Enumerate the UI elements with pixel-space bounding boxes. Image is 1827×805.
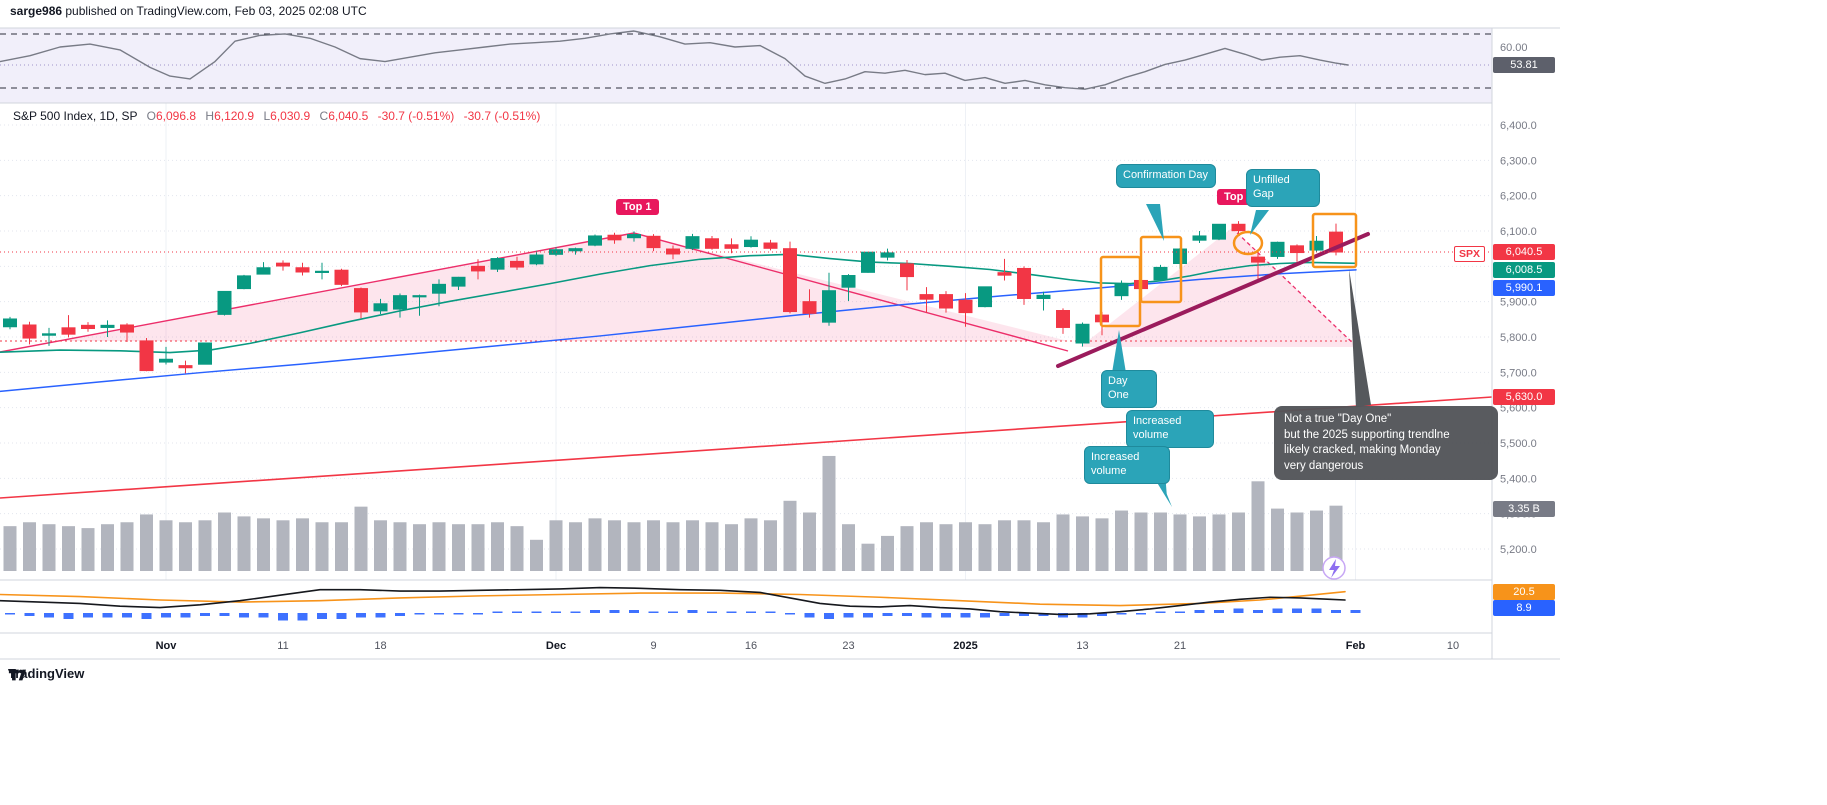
ma-fast-badge: 6,008.5 <box>1493 262 1555 278</box>
ma-slow-badge: 5,990.1 <box>1493 280 1555 296</box>
rsi-pane <box>0 28 1492 103</box>
price-gridlines <box>0 103 1492 580</box>
volume-total-badge: 3.35 B <box>1493 501 1555 517</box>
low-label: L <box>263 109 271 123</box>
unfilled-gap-callout[interactable]: Unfilled Gap <box>1246 169 1320 207</box>
day-one-callout[interactable]: Day One <box>1101 370 1157 408</box>
axis-label: 5,800.0 <box>1500 332 1537 344</box>
close-label: C <box>319 109 329 123</box>
indicator-blue-badge: 8.9 <box>1493 600 1555 616</box>
axis-label: 5,500.0 <box>1500 438 1537 450</box>
publish-info: published on TradingView.com, Feb 03, 20… <box>62 4 367 18</box>
change-value: -30.7 (-0.51%) <box>377 109 455 123</box>
axis-label: 13 <box>1076 640 1088 652</box>
axis-label: 16 <box>745 640 757 652</box>
confirmation-day-callout[interactable]: Confirmation Day <box>1116 164 1216 188</box>
axis-label: 5,900.0 <box>1500 297 1537 309</box>
chart-canvas[interactable]: 6,400.06,300.06,200.06,100.06,000.05,900… <box>0 0 1560 700</box>
axis-label: 5,600.0 <box>1500 403 1537 415</box>
lower-indicator-pane <box>0 586 1361 621</box>
axis-label: 9 <box>650 640 656 652</box>
low-value: 6,030.9 <box>270 109 311 123</box>
rsi-value-badge: 53.81 <box>1493 57 1555 73</box>
tradingview-logo-icon <box>8 669 26 681</box>
support-trendline-2025[interactable] <box>1056 232 1370 368</box>
pane-separators <box>0 27 1560 660</box>
tradingview-logo-text: TradingView <box>8 666 85 681</box>
increased-volume-callout-2[interactable]: Increased volume <box>1084 446 1170 484</box>
last-price-badge: 6,040.5 <box>1493 244 1555 260</box>
close-value: 6,040.5 <box>328 109 369 123</box>
symbol-info-row: S&P 500 Index, 1D, SP O6,096.8 H6,120.9 … <box>13 109 540 123</box>
high-value: 6,120.9 <box>214 109 255 123</box>
axis-label: 6,100.0 <box>1500 226 1537 238</box>
top1-label[interactable]: Top 1 <box>616 199 659 215</box>
session-change-value: -30.7 (-0.51%) <box>463 109 541 123</box>
time-axis[interactable]: Nov 11 18 Dec 9 16 23 2025 13 21 Feb 10 <box>156 640 1460 652</box>
axis-label: 5,700.0 <box>1500 367 1537 379</box>
axis-label: 10 <box>1447 640 1459 652</box>
analysis-note-callout[interactable]: Not a true "Day One" but the 2025 suppor… <box>1274 406 1498 481</box>
axis-label: Feb <box>1346 640 1366 652</box>
axis-label: 21 <box>1174 640 1186 652</box>
tradingview-logo[interactable]: TradingView <box>8 666 84 681</box>
trendline-drawings[interactable] <box>0 227 1493 499</box>
publish-header: sarge986 published on TradingView.com, F… <box>10 4 367 18</box>
axis-label: 6,300.0 <box>1500 155 1537 167</box>
author-name: sarge986 <box>10 4 63 18</box>
symbol-title[interactable]: S&P 500 Index, 1D, SP <box>13 109 138 123</box>
axis-label: Dec <box>546 640 566 652</box>
indicator-orange-badge: 20.5 <box>1493 584 1555 600</box>
orange-highlight-drawings[interactable] <box>1099 212 1358 328</box>
trendline-level-badge: 5,630.0 <box>1493 389 1555 405</box>
axis-label: Nov <box>156 640 178 652</box>
boost-button[interactable] <box>1322 556 1346 580</box>
axis-label: 18 <box>374 640 386 652</box>
axis-label: 11 <box>277 640 288 652</box>
axis-label: 6,200.0 <box>1500 191 1537 203</box>
axis-label: 2025 <box>953 640 977 652</box>
price-axis[interactable]: 6,400.06,300.06,200.06,100.06,000.05,900… <box>1500 42 1537 556</box>
spx-price-label-tag: SPX <box>1454 246 1486 262</box>
high-label: H <box>205 109 215 123</box>
axis-label: 23 <box>842 640 854 652</box>
axis-label: 6,400.0 <box>1500 120 1537 132</box>
axis-label: 60.00 <box>1500 42 1528 54</box>
axis-label: 5,200.0 <box>1500 544 1537 556</box>
open-label: O <box>146 109 156 123</box>
open-value: 6,096.8 <box>156 109 197 123</box>
increased-volume-callout-1[interactable]: Increased volume <box>1126 410 1214 448</box>
volume-bars <box>3 455 1343 571</box>
axis-label: 5,400.0 <box>1500 473 1537 485</box>
